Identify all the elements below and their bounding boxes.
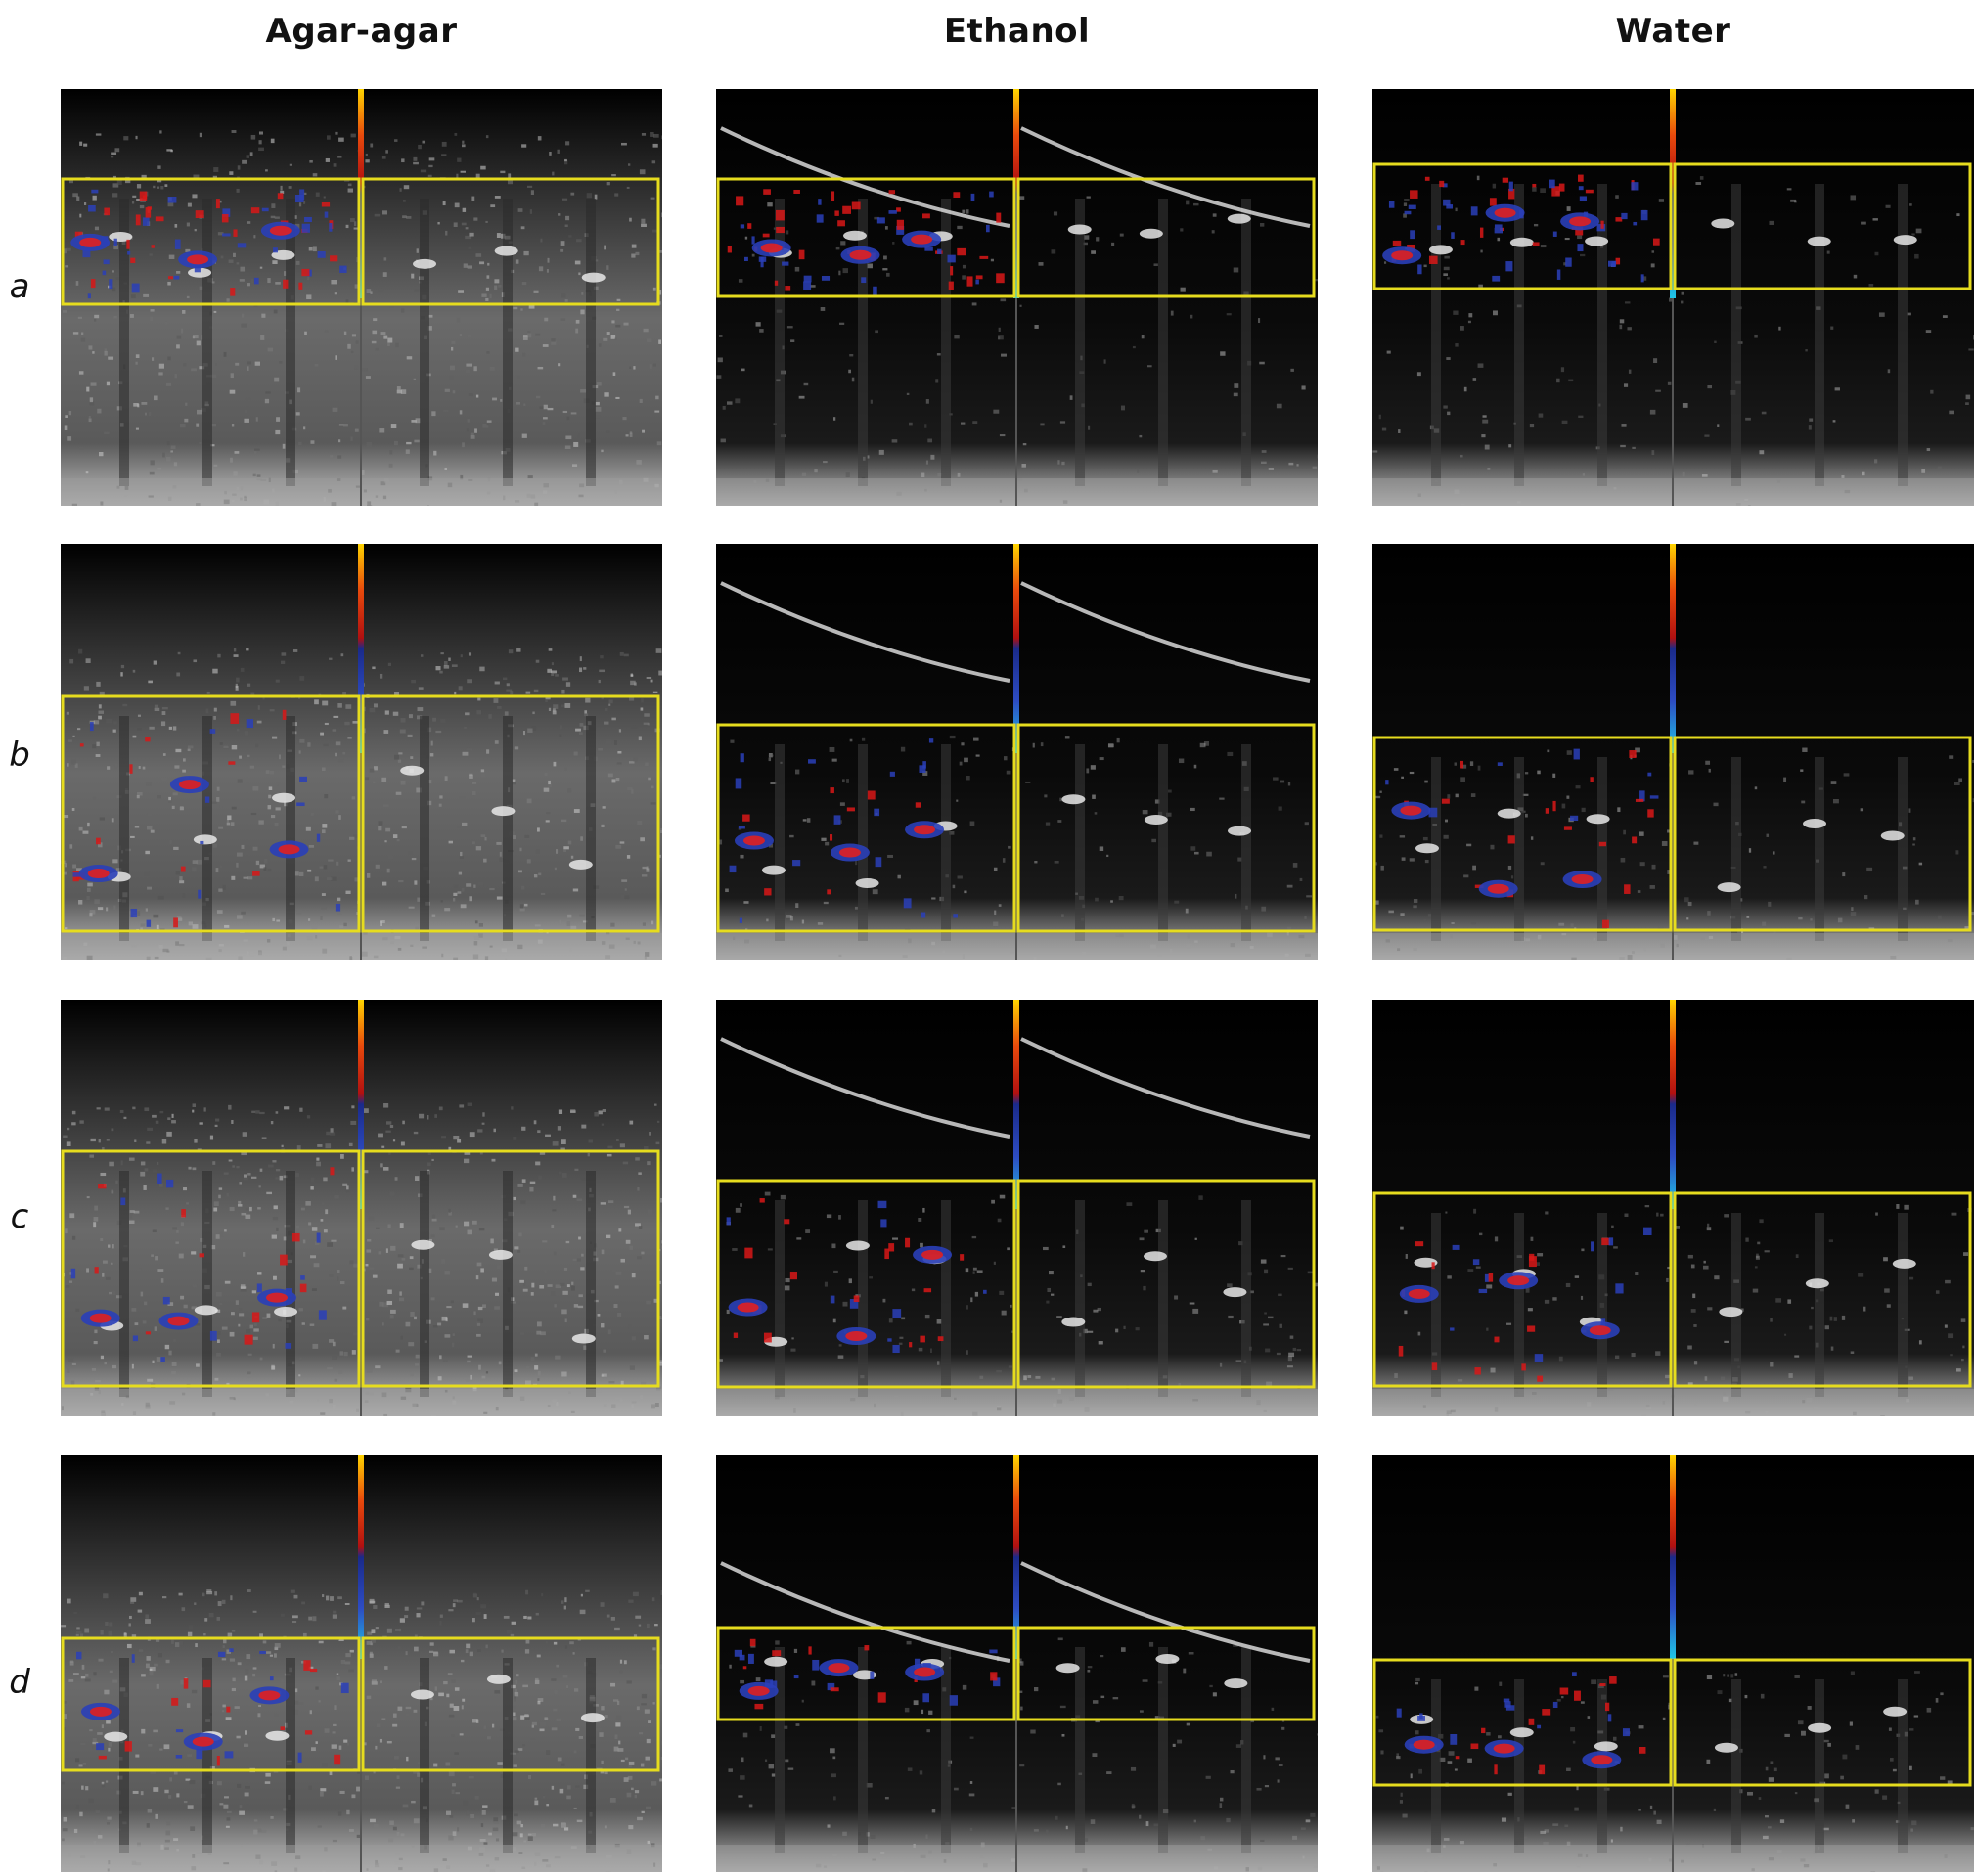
ultrasound-image xyxy=(716,1455,1318,1872)
ultrasound-panel-ethanol-b xyxy=(716,544,1318,960)
column-title-ethanol: Ethanol xyxy=(943,12,1091,51)
ultrasound-panel-agar-agar-b xyxy=(61,544,662,960)
row-label-d: d xyxy=(9,1663,30,1702)
ultrasound-image xyxy=(1372,544,1974,960)
column-title-water: Water xyxy=(1615,12,1731,51)
ultrasound-panel-water-d xyxy=(1372,1455,1974,1872)
ultrasound-image xyxy=(61,89,662,506)
row-label-c: c xyxy=(10,1197,29,1236)
ultrasound-image xyxy=(1372,1000,1974,1416)
column-title-agar-agar: Agar-agar xyxy=(265,12,458,51)
ultrasound-panel-ethanol-c xyxy=(716,1000,1318,1416)
ultrasound-panel-ethanol-a xyxy=(716,89,1318,506)
ultrasound-image xyxy=(716,1000,1318,1416)
ultrasound-image xyxy=(61,1000,662,1416)
ultrasound-image xyxy=(1372,1455,1974,1872)
ultrasound-panel-agar-agar-d xyxy=(61,1455,662,1872)
ultrasound-image xyxy=(1372,89,1974,506)
ultrasound-image xyxy=(716,544,1318,960)
row-label-b: b xyxy=(9,736,30,775)
ultrasound-image xyxy=(61,544,662,960)
ultrasound-image xyxy=(61,1455,662,1872)
row-label-a: a xyxy=(9,267,30,306)
ultrasound-panel-agar-agar-a xyxy=(61,89,662,506)
ultrasound-panel-agar-agar-c xyxy=(61,1000,662,1416)
ultrasound-panel-water-c xyxy=(1372,1000,1974,1416)
ultrasound-image xyxy=(716,89,1318,506)
ultrasound-panel-ethanol-d xyxy=(716,1455,1318,1872)
ultrasound-panel-water-b xyxy=(1372,544,1974,960)
ultrasound-panel-water-a xyxy=(1372,89,1974,506)
